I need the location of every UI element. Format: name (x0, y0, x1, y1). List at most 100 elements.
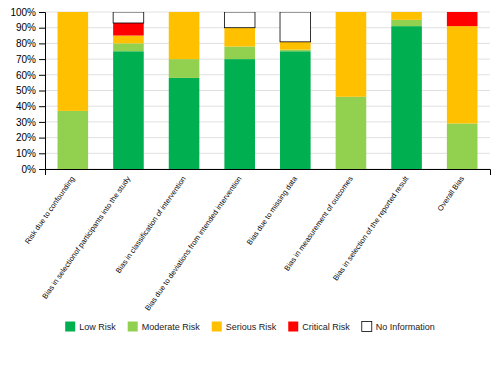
grid-line (45, 106, 490, 107)
bar-segment (336, 97, 367, 169)
legend-swatch (362, 322, 372, 332)
tick-label: Bias due to missing data (245, 174, 300, 247)
tick-label: 20% (16, 132, 36, 143)
tick-label: 100% (10, 7, 36, 18)
tick: 100% (10, 7, 45, 18)
bar-segment (280, 42, 311, 50)
grid-line (45, 153, 490, 154)
bar-segment (169, 59, 200, 78)
tick-label: 30% (16, 117, 36, 128)
bar-segment (280, 51, 311, 169)
legend-label: Critical Risk (302, 322, 350, 332)
bar-segment (169, 12, 200, 13)
grid-line (45, 137, 490, 138)
tick: Bias due to deviations from intended int… (143, 174, 243, 312)
legend-item: Serious Risk (212, 322, 277, 332)
tick-mark (39, 122, 45, 123)
tick-mark (39, 153, 45, 154)
tick-mark (39, 169, 45, 170)
tick-mark (39, 91, 45, 92)
bar-segment (58, 111, 89, 169)
series (58, 12, 478, 123)
tick: 60% (16, 70, 45, 81)
series (113, 12, 310, 42)
tick-label: Bias in selection of the reported result (331, 174, 411, 283)
legend-swatch (288, 322, 298, 332)
legend-item: Low Risk (65, 322, 116, 332)
grid (45, 12, 490, 169)
tick-label: 50% (16, 85, 36, 96)
legend-label: Serious Risk (226, 322, 277, 332)
legend-item: Moderate Risk (128, 322, 201, 332)
bar-segment (391, 12, 422, 13)
bar-segment (169, 12, 200, 13)
tick-label: 80% (16, 38, 36, 49)
grid-line (45, 59, 490, 60)
legend-swatch (212, 322, 222, 332)
tick: Bias due to missing data (245, 174, 300, 247)
series (58, 20, 478, 169)
tick: Overall Bias (435, 174, 466, 212)
bar-segment (391, 20, 422, 26)
legend-item: No Information (362, 322, 435, 332)
grid-line (45, 12, 490, 13)
bar-segment (58, 12, 89, 13)
bar-segment (447, 12, 478, 13)
bar-segment (224, 12, 255, 28)
bar-segment (280, 12, 311, 42)
tick-label: 0% (22, 164, 37, 175)
tick-label: 90% (16, 22, 36, 33)
legend-item: Critical Risk (288, 322, 350, 332)
grid-line (45, 74, 490, 75)
tick-mark (39, 12, 45, 13)
tick: Bias in selectionof participants into th… (40, 174, 132, 300)
tick: 30% (16, 117, 45, 128)
bar-segment (58, 12, 89, 111)
bar-segment (391, 26, 422, 169)
grid-line (45, 121, 490, 122)
tick: 90% (16, 22, 45, 33)
bar-segment (391, 12, 422, 20)
tick-mark (39, 28, 45, 29)
bar-segment (224, 28, 255, 47)
tick: 20% (16, 132, 45, 143)
tick: 40% (16, 101, 45, 112)
legend-swatch (65, 322, 75, 332)
tick-label: Bias in selectionof participants into th… (40, 174, 132, 300)
tick-mark (39, 138, 45, 139)
bar-segment (169, 12, 200, 59)
tick-label: Overall Bias (435, 174, 466, 212)
plot: 0%10%20%30%40%50%60%70%80%90%100%Risk du… (10, 7, 490, 313)
tick-label: 60% (16, 70, 36, 81)
tick: 80% (16, 38, 45, 49)
legend-label: Low Risk (79, 322, 116, 332)
tick-label: 10% (16, 148, 36, 159)
bar-segment (169, 78, 200, 169)
bar-segment (113, 12, 144, 23)
legend-label: Moderate Risk (142, 322, 201, 332)
x-axis: Risk due to confoundingBias in selection… (23, 170, 490, 313)
legend: Low Risk Moderate Risk Serious Risk Critica… (65, 322, 435, 332)
axis-line (46, 170, 491, 176)
tick-label: Risk due to confounding (23, 174, 77, 245)
tick: 50% (16, 85, 45, 96)
bar-segment (447, 26, 478, 123)
tick-mark (39, 106, 45, 107)
bar-segment (58, 12, 89, 13)
bar-segment (113, 23, 144, 36)
grid-line (45, 90, 490, 91)
tick: 10% (16, 148, 45, 159)
bar-segment (391, 12, 422, 13)
bar-segment (113, 36, 144, 44)
series (113, 26, 422, 169)
bars (58, 12, 478, 169)
bar-segment (447, 123, 478, 169)
tick-mark (39, 75, 45, 76)
bar-segment (224, 59, 255, 169)
bar-segment (224, 47, 255, 60)
bar-segment (336, 12, 367, 13)
axis-line (39, 13, 46, 170)
y-axis: 0%10%20%30%40%50%60%70%80%90%100% (10, 7, 45, 175)
bar-segment (447, 12, 478, 26)
chart: 0%10%20%30%40%50%60%70%80%90%100%Risk du… (0, 0, 500, 369)
